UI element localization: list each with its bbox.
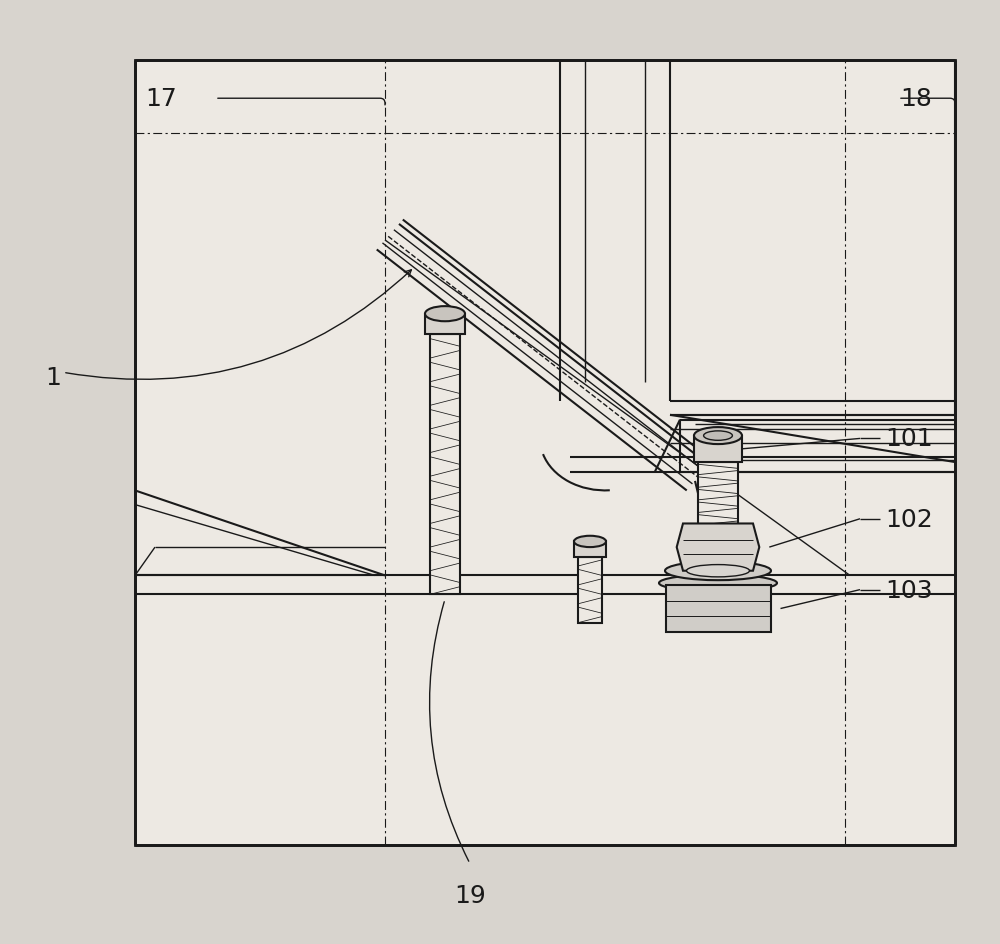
Ellipse shape: [665, 562, 771, 581]
Text: 102: 102: [885, 507, 933, 531]
Bar: [430, 335, 460, 595]
Bar: [694, 436, 742, 463]
Ellipse shape: [694, 428, 742, 445]
Bar: [574, 542, 606, 557]
Ellipse shape: [659, 575, 777, 592]
Ellipse shape: [704, 431, 732, 441]
Ellipse shape: [425, 307, 465, 322]
Bar: [135, 61, 955, 845]
Text: 18: 18: [900, 87, 932, 111]
Text: 17: 17: [145, 87, 177, 111]
Text: 19: 19: [454, 883, 486, 906]
Ellipse shape: [574, 536, 606, 548]
Text: 1: 1: [45, 365, 61, 390]
Bar: [666, 585, 770, 632]
Ellipse shape: [686, 565, 750, 577]
Text: 101: 101: [885, 427, 933, 451]
Bar: [578, 557, 602, 623]
Bar: [425, 314, 465, 335]
Text: 103: 103: [885, 578, 933, 602]
Polygon shape: [677, 524, 759, 571]
Bar: [698, 463, 738, 576]
